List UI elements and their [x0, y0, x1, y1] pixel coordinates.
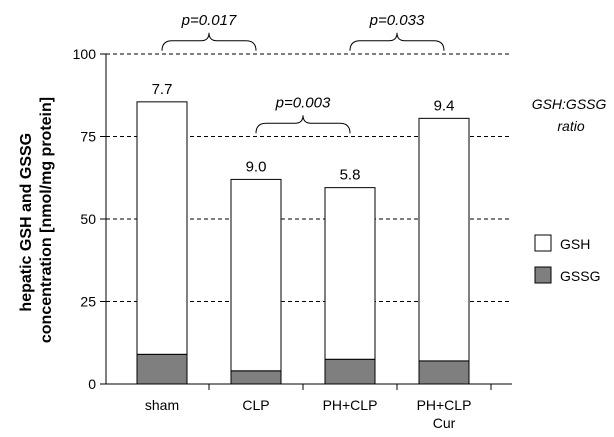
y-axis-title-line-1: hepatic GSH and GSSG	[18, 133, 35, 312]
legend: GSH GSSG	[534, 234, 600, 284]
bar-gssg-3	[418, 360, 470, 385]
ratio-annotation-line-2: ratio	[557, 118, 584, 134]
x-tick-label-1: CLP	[242, 397, 269, 413]
legend-swatch-gsh	[534, 234, 552, 252]
p-value-2: p=0.033	[369, 12, 425, 29]
bar-gsh-2	[324, 187, 376, 360]
bracket-2	[349, 32, 445, 51]
bars	[136, 101, 470, 385]
data-label-1: 9.0	[246, 158, 267, 175]
legend-label-gsh: GSH	[560, 236, 590, 252]
ratio-annotation: GSH:GSSG ratio	[532, 96, 611, 134]
x-tick-label-0: sham	[145, 397, 179, 413]
x-tick-label-2: PH+CLP	[323, 397, 378, 413]
p-value-1: p=0.003	[275, 94, 331, 111]
bar-gsh-3	[418, 117, 470, 362]
y-tick-label-25: 25	[80, 294, 96, 310]
bracket-1	[255, 115, 351, 134]
bar-gsh-0	[136, 101, 188, 355]
data-label-3: 9.4	[434, 97, 455, 114]
bar-gssg-2	[324, 358, 376, 385]
x-tick-label-3: PH+CLP Cur	[417, 397, 472, 431]
bar-gsh-1	[230, 178, 282, 372]
y-tick-label-75: 75	[80, 129, 96, 145]
data-label-0: 7.7	[152, 81, 173, 98]
bar-gssg-1	[230, 370, 282, 385]
significance-brackets: p=0.017 p=0.003 p=0.033	[161, 12, 445, 134]
legend-label-gssg: GSSG	[560, 268, 600, 284]
data-label-2: 5.8	[340, 167, 361, 184]
y-axis-title: hepatic GSH and GSSG concentration [nmol…	[18, 97, 55, 343]
y-axis-title-line-2: concentration [nmol/mg protein]	[38, 97, 55, 343]
legend-swatch-gssg	[534, 266, 552, 284]
axes: 0 25 50 75 100 sham CLP PH+CLP PH+CLP Cur	[73, 46, 512, 431]
y-tick-label-50: 50	[80, 211, 96, 227]
ratio-annotation-line-1: GSH:GSSG	[532, 96, 607, 112]
y-tick-label-0: 0	[88, 376, 96, 392]
bracket-0	[161, 32, 257, 51]
bar-gssg-0	[136, 353, 188, 385]
data-labels: 7.7 9.0 5.8 9.4	[152, 81, 455, 184]
p-value-0: p=0.017	[181, 12, 237, 29]
y-tick-label-100: 100	[73, 46, 97, 62]
